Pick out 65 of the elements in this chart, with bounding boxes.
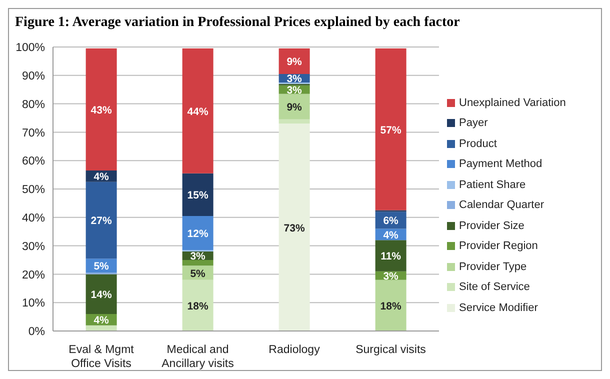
data-label: 5% bbox=[190, 268, 206, 280]
x-tick-label: Radiology bbox=[268, 344, 320, 356]
data-label: 3% bbox=[286, 73, 303, 86]
bar bbox=[182, 260, 214, 266]
data-label: 15% bbox=[187, 190, 209, 202]
bar bbox=[86, 182, 117, 259]
y-tick-label: 50% bbox=[22, 184, 45, 196]
bar bbox=[278, 48, 310, 74]
y-tick-label: 60% bbox=[22, 156, 45, 168]
data-label: 43% bbox=[90, 104, 112, 116]
legend-label: Product bbox=[459, 138, 497, 150]
bar bbox=[86, 48, 117, 171]
bar bbox=[278, 124, 310, 331]
y-tick-label: 70% bbox=[22, 127, 45, 140]
data-label: 9% bbox=[286, 102, 303, 114]
data-label: 4% bbox=[94, 314, 110, 327]
data-label: 11% bbox=[380, 250, 402, 263]
data-label: 4% bbox=[94, 171, 110, 184]
y-tick-label: 10% bbox=[22, 298, 45, 310]
x-tick-label: Eval & Mgmt Office Visits bbox=[68, 344, 135, 370]
legend-label: Provider Region bbox=[459, 240, 538, 252]
legend-label: Payer bbox=[459, 117, 488, 129]
data-label: 18% bbox=[380, 300, 402, 312]
legend-label: Service Modifier bbox=[459, 302, 538, 314]
bar bbox=[375, 240, 406, 272]
bar bbox=[182, 48, 214, 174]
legend-label: Unexplained Variation bbox=[459, 96, 566, 108]
bar bbox=[86, 274, 117, 314]
y-tick-label: 40% bbox=[22, 212, 45, 224]
bar bbox=[182, 173, 214, 216]
x-tick-label: Medical and Ancillary visits bbox=[162, 344, 234, 370]
bar bbox=[182, 216, 214, 250]
data-label: 27% bbox=[90, 215, 112, 228]
legend-label: Site of Service bbox=[459, 281, 530, 293]
y-tick-label: 20% bbox=[22, 269, 45, 282]
y-tick-label: 90% bbox=[22, 70, 45, 82]
y-tick-label: 80% bbox=[22, 98, 45, 111]
data-label: 18% bbox=[187, 300, 209, 312]
data-label: 3% bbox=[383, 270, 400, 283]
data-label: 14% bbox=[90, 289, 112, 302]
bar bbox=[375, 48, 406, 210]
data-label: 4% bbox=[383, 229, 400, 242]
legend-label: Provider Size bbox=[459, 220, 524, 232]
data-label: 6% bbox=[383, 215, 400, 228]
y-tick-label: 100% bbox=[16, 42, 45, 54]
y-tick-label: 30% bbox=[22, 240, 45, 253]
data-label: 3% bbox=[190, 250, 206, 263]
bar bbox=[278, 119, 310, 124]
data-label: 12% bbox=[187, 228, 209, 240]
legend-label: Patient Share bbox=[459, 178, 526, 190]
y-tick-label: 0% bbox=[28, 326, 45, 338]
legend-label: Provider Type bbox=[459, 260, 527, 272]
chart-title: Figure 1: Average variation in Professional Prices explained by each factor bbox=[14, 14, 461, 32]
data-label: 9% bbox=[286, 56, 303, 68]
x-tick-label: Surgical visits bbox=[356, 344, 426, 356]
bar bbox=[182, 280, 214, 331]
legend-label: Payment Method bbox=[459, 158, 542, 170]
bar bbox=[278, 94, 310, 120]
data-label: 5% bbox=[94, 260, 110, 273]
data-label: 57% bbox=[380, 124, 402, 136]
data-label: 73% bbox=[284, 222, 306, 234]
legend-label: Calendar Quarter bbox=[459, 199, 544, 211]
data-label: 44% bbox=[187, 106, 209, 118]
data-label: 3% bbox=[286, 84, 303, 97]
bar bbox=[375, 280, 406, 331]
